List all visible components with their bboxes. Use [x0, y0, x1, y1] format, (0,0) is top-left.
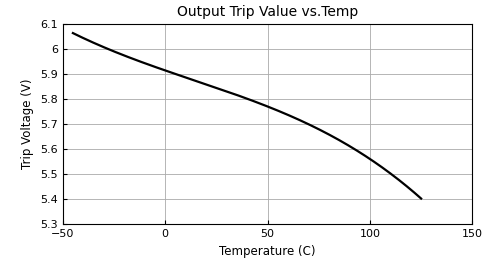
X-axis label: Temperature (C): Temperature (C) [219, 245, 316, 258]
Title: Output Trip Value vs.Temp: Output Trip Value vs.Temp [177, 5, 358, 19]
Y-axis label: Trip Voltage (V): Trip Voltage (V) [22, 79, 35, 169]
